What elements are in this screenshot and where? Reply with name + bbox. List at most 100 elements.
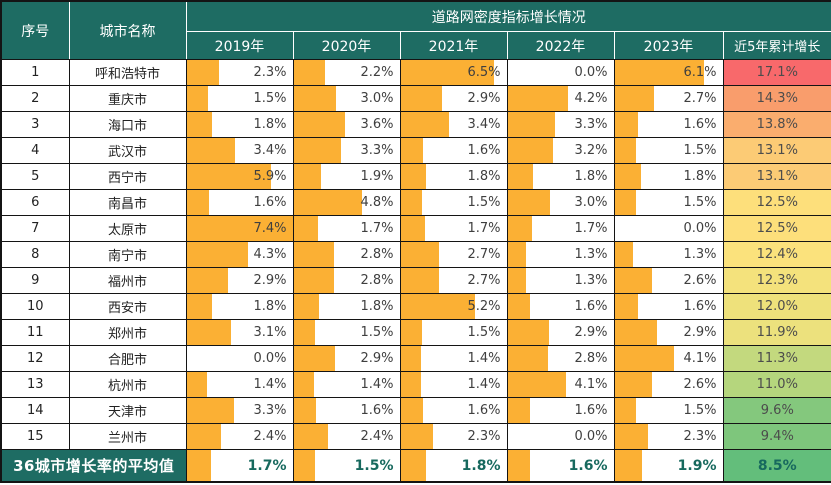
- growth-cell: 1.3%: [507, 241, 615, 268]
- cumulative-value: 12.3%: [723, 267, 831, 294]
- city-name: 呼和浩特市: [69, 59, 187, 86]
- growth-value: 1.6%: [467, 403, 501, 418]
- growth-value: 3.6%: [360, 117, 394, 132]
- growth-cell: 2.9%: [614, 319, 724, 346]
- table-row: 11 郑州市 3.1% 1.5% 1.5% 2.9% 2.9% 11.9%: [1, 319, 831, 346]
- growth-value: 1.5%: [683, 403, 717, 418]
- growth-value: 2.7%: [467, 273, 501, 288]
- data-bar: [293, 242, 334, 267]
- growth-cell: 7.4%: [186, 215, 294, 242]
- data-bar: [507, 268, 527, 293]
- row-index: 11: [1, 319, 70, 346]
- data-bar: [186, 320, 231, 345]
- data-bar: [293, 216, 318, 241]
- growth-value: 2.6%: [683, 273, 717, 288]
- table-summary: 36城市增长率的平均值 1.7% 1.5% 1.8% 1.6% 1.9% 8.5%: [1, 449, 831, 483]
- growth-cell: 1.8%: [400, 163, 508, 190]
- growth-value: 1.5%: [360, 325, 394, 340]
- city-name: 西宁市: [69, 163, 187, 190]
- row-index: 12: [1, 345, 70, 372]
- growth-value: 4.8%: [360, 195, 394, 210]
- data-bar: [614, 190, 637, 215]
- table-row: 3 海口市 1.8% 3.6% 3.4% 3.3% 1.6% 13.8%: [1, 111, 831, 138]
- growth-cell: 1.9%: [614, 449, 724, 483]
- data-bar: [507, 164, 534, 189]
- growth-cell: 3.3%: [507, 111, 615, 138]
- data-bar: [293, 138, 341, 163]
- data-bar: [614, 320, 657, 345]
- data-bar: [614, 164, 641, 189]
- growth-value: 1.6%: [253, 195, 287, 210]
- growth-value: 1.6%: [683, 299, 717, 314]
- data-bar: [186, 190, 210, 215]
- city-name: 郑州市: [69, 319, 187, 346]
- row-index: 4: [1, 137, 70, 164]
- data-bar: [293, 424, 328, 449]
- growth-value: 6.1%: [683, 65, 717, 80]
- data-bar: [293, 60, 325, 85]
- growth-cell: 4.8%: [293, 189, 401, 216]
- table-row: 15 兰州市 2.4% 2.4% 2.3% 0.0% 2.3% 9.4%: [1, 423, 831, 450]
- data-bar: [293, 450, 315, 481]
- data-bar: [186, 112, 213, 137]
- growth-cell: 1.6%: [186, 189, 294, 216]
- cumulative-value: 12.4%: [723, 241, 831, 268]
- growth-cell: 3.0%: [507, 189, 615, 216]
- table-row: 9 福州市 2.9% 2.8% 2.7% 1.3% 2.6% 12.3%: [1, 267, 831, 294]
- data-bar: [293, 294, 320, 319]
- growth-value: 1.7%: [467, 221, 501, 236]
- growth-value: 2.7%: [683, 91, 717, 106]
- data-bar: [400, 346, 421, 371]
- data-bar: [507, 346, 548, 371]
- growth-cell: 1.3%: [614, 241, 724, 268]
- cumulative-value: 9.4%: [723, 423, 831, 450]
- summary-row: 36城市增长率的平均值 1.7% 1.5% 1.8% 1.6% 1.9% 8.5%: [1, 449, 831, 483]
- growth-value: 0.0%: [253, 351, 287, 366]
- cumulative-value: 9.6%: [723, 397, 831, 424]
- growth-value: 0.0%: [574, 429, 608, 444]
- growth-value: 1.5%: [253, 91, 287, 106]
- data-bar: [507, 138, 554, 163]
- data-bar: [507, 450, 531, 481]
- growth-cell: 1.7%: [186, 449, 294, 483]
- growth-cell: 1.5%: [400, 319, 508, 346]
- growth-cell: 1.9%: [293, 163, 401, 190]
- table-body: 1 呼和浩特市 2.3% 2.2% 6.5% 0.0% 6.1% 17.1% 2 重庆市 1.5% 3…: [1, 59, 831, 450]
- row-index: 1: [1, 59, 70, 86]
- city-name: 南宁市: [69, 241, 187, 268]
- growth-cell: 2.2%: [293, 59, 401, 86]
- city-name: 合肥市: [69, 345, 187, 372]
- growth-value: 3.3%: [253, 403, 287, 418]
- growth-cell: 6.5%: [400, 59, 508, 86]
- data-bar: [400, 60, 494, 85]
- row-index: 9: [1, 267, 70, 294]
- summary-cumulative-value: 8.5%: [723, 449, 831, 483]
- data-bar: [400, 268, 440, 293]
- data-bar: [400, 216, 425, 241]
- col-header-city: 城市名称: [69, 1, 187, 60]
- growth-value: 2.8%: [574, 351, 608, 366]
- growth-cell: 4.1%: [614, 345, 724, 372]
- growth-value: 1.4%: [253, 377, 287, 392]
- growth-cell: 1.7%: [400, 215, 508, 242]
- row-index: 13: [1, 371, 70, 398]
- growth-value: 4.1%: [574, 377, 608, 392]
- cumulative-value: 14.3%: [723, 85, 831, 112]
- growth-value: 2.9%: [467, 91, 501, 106]
- growth-cell: 1.5%: [400, 189, 508, 216]
- growth-value: 2.6%: [683, 377, 717, 392]
- growth-cell: 0.0%: [507, 59, 615, 86]
- data-bar: [400, 112, 450, 137]
- growth-value: 2.3%: [683, 429, 717, 444]
- growth-value: 1.6%: [574, 403, 608, 418]
- growth-cell: 2.6%: [614, 371, 724, 398]
- growth-value: 1.8%: [253, 117, 287, 132]
- growth-cell: 1.8%: [614, 163, 724, 190]
- growth-value: 1.7%: [360, 221, 394, 236]
- col-header-2023: 2023年: [614, 31, 724, 60]
- table-row: 13 杭州市 1.4% 1.4% 1.4% 4.1% 2.6% 11.0%: [1, 371, 831, 398]
- growth-value: 2.8%: [360, 247, 394, 262]
- growth-value: 2.8%: [360, 273, 394, 288]
- growth-cell: 0.0%: [614, 215, 724, 242]
